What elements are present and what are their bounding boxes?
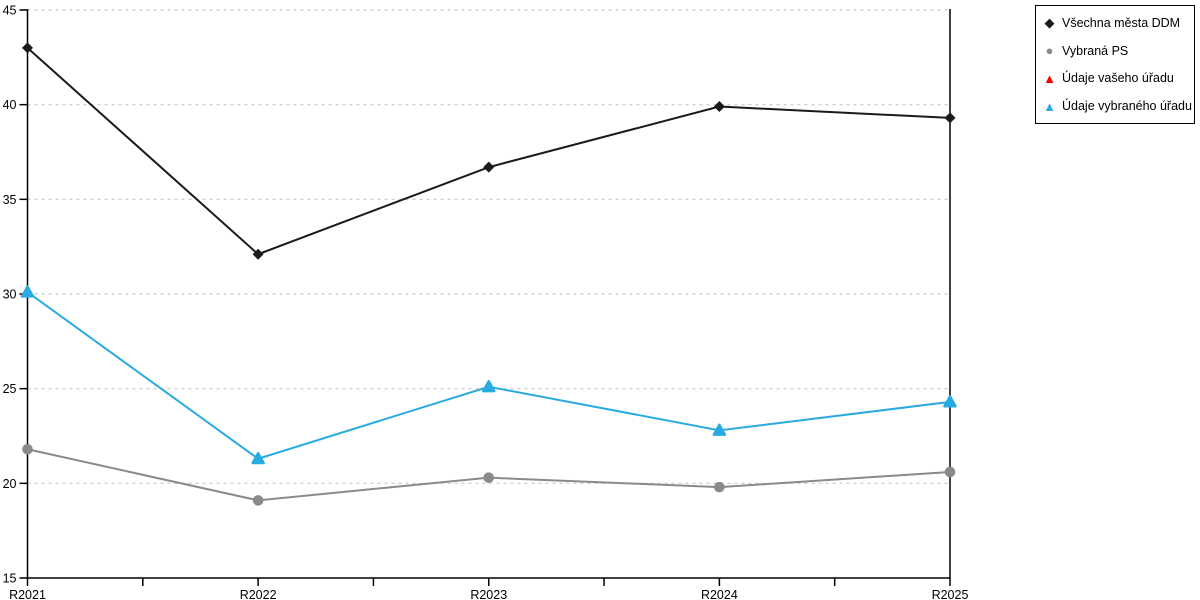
triangle-marker [943, 395, 957, 408]
diamond-marker [713, 101, 725, 113]
legend-item-label: Všechna města DDM [1062, 15, 1181, 30]
diamond-marker [944, 112, 956, 124]
circle-marker [714, 481, 725, 493]
y-tick-label: 25 [3, 382, 17, 396]
x-tick-label: R2021 [9, 588, 46, 600]
y-tick-label: 35 [3, 193, 17, 207]
legend-item-udaje-vybraneho-uradu: ▲ Údaje vybraného úřadu [1042, 99, 1192, 113]
legend-item-label: Údaje vašeho úřadu [1062, 71, 1174, 86]
legend-item-vsechna-mesta-ddm: ◆ Všechna města DDM [1042, 16, 1192, 30]
y-tick-label: 30 [3, 288, 17, 302]
x-tick-label: R2022 [240, 588, 277, 600]
x-tick-label: R2023 [470, 588, 507, 600]
circle-icon: ● [1045, 43, 1054, 59]
diamond-marker [252, 248, 264, 260]
y-tick-label: 15 [3, 572, 17, 586]
x-tick-label: R2025 [932, 588, 969, 600]
legend-item-vybrana-ps: ● Vybraná PS [1042, 44, 1192, 58]
circle-marker [252, 495, 264, 506]
legend-item-udaje-vaseho-uradu: ▲ Údaje vašeho úřadu [1042, 71, 1192, 85]
legend: ◆ Všechna města DDM ● Vybraná PS ▲ Údaje… [1035, 5, 1195, 124]
circle-marker [22, 443, 33, 455]
circle-marker [483, 472, 495, 483]
series-line-udaje-vybraneho-uradu [26, 291, 951, 460]
y-tick-label: 45 [3, 4, 17, 18]
legend-item-label: Vybraná PS [1062, 43, 1129, 58]
triangle-marker [712, 423, 727, 436]
y-tick-label: 20 [3, 477, 17, 491]
diamond-marker [483, 161, 495, 173]
diamond-marker [22, 42, 33, 54]
triangle-marker [251, 451, 265, 465]
triangle-marker [20, 285, 35, 298]
circle-marker [944, 466, 956, 478]
diamond-icon: ◆ [1044, 15, 1055, 31]
series-line-vsechna-mesta-ddm [26, 47, 951, 256]
y-tick-label: 40 [3, 98, 17, 112]
triangle-icon: ▲ [1043, 70, 1056, 86]
triangle-icon: ▲ [1043, 98, 1056, 114]
triangle-marker [482, 380, 496, 393]
legend-item-label: Údaje vybraného úřadu [1062, 99, 1192, 114]
x-tick-label: R2024 [701, 588, 738, 600]
